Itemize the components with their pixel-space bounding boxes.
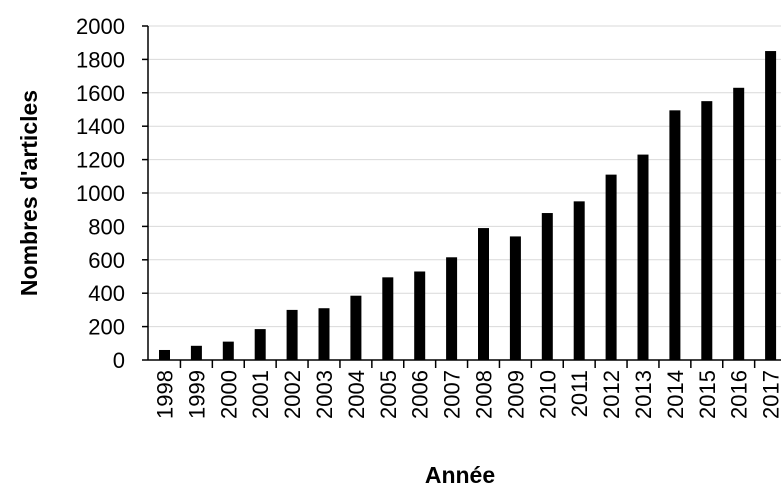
bar-2012 <box>605 174 617 360</box>
x-tick-label: 2012 <box>599 370 624 419</box>
bar-2000 <box>222 341 234 360</box>
bar-2001 <box>254 329 266 360</box>
bar-2015 <box>701 101 713 361</box>
x-tick-label: 1998 <box>153 370 178 419</box>
bar-2017 <box>765 51 777 361</box>
bar-2016 <box>733 87 745 360</box>
x-tick-label: 2005 <box>376 370 401 419</box>
bar-2010 <box>541 213 553 360</box>
y-tick-label: 800 <box>88 214 125 239</box>
y-tick-label: 1000 <box>76 181 125 206</box>
x-tick-label: 2014 <box>663 370 688 419</box>
x-tick-label: 2015 <box>695 370 720 419</box>
bar-2013 <box>637 154 649 360</box>
bar-2002 <box>286 309 298 360</box>
x-tick-label: 2013 <box>631 370 656 419</box>
x-tick-label: 2000 <box>216 370 241 419</box>
bar-2014 <box>669 110 681 361</box>
bar-1999 <box>190 345 202 360</box>
bar-2004 <box>350 295 362 360</box>
bar-2009 <box>509 236 521 360</box>
y-tick-label: 2000 <box>76 14 125 39</box>
y-tick-label: 400 <box>88 281 125 306</box>
x-tick-label: 2004 <box>344 370 369 419</box>
y-tick-label: 1200 <box>76 148 125 173</box>
y-tick-label: 600 <box>88 248 125 273</box>
bar-2008 <box>478 228 489 360</box>
gridlines <box>148 25 781 328</box>
x-tick-label: 2016 <box>727 370 752 419</box>
x-tick-label: 2006 <box>408 370 433 419</box>
bar-2006 <box>414 271 426 360</box>
x-tick-label: 2009 <box>503 370 528 419</box>
bar-2005 <box>382 277 394 360</box>
x-axis-title: Année <box>425 462 495 488</box>
x-tick-label: 2002 <box>280 370 305 419</box>
x-tick-label: 2008 <box>472 370 497 419</box>
x-tick-label: 2017 <box>759 370 781 419</box>
x-tick-label: 1999 <box>184 370 209 419</box>
x-tick-label: 2010 <box>535 370 560 419</box>
bar-1998 <box>159 349 170 360</box>
x-tick-label: 2001 <box>248 370 273 419</box>
y-tick-label: 0 <box>113 348 125 373</box>
x-axis-ticks: 1998 1999 2000 2001 2002 2003 2004 2005 2006 2007… <box>153 360 781 419</box>
bar-2011 <box>573 201 585 360</box>
y-tick-label: 200 <box>88 315 125 340</box>
bar-series <box>159 51 777 361</box>
y-axis-ticks: 0 200 400 600 800 1000 1200 1400 1600 1800 2000 <box>76 14 148 373</box>
y-tick-label: 1600 <box>76 81 125 106</box>
y-tick-label: 1400 <box>76 114 125 139</box>
x-tick-label: 2007 <box>440 370 465 419</box>
y-axis-title: Nombres d'articles <box>16 90 42 296</box>
x-tick-label: 2011 <box>567 370 592 417</box>
x-tick-label: 2003 <box>312 370 337 419</box>
y-tick-label: 1800 <box>76 47 125 72</box>
bar-2007 <box>446 257 458 360</box>
bar-2003 <box>318 308 330 360</box>
